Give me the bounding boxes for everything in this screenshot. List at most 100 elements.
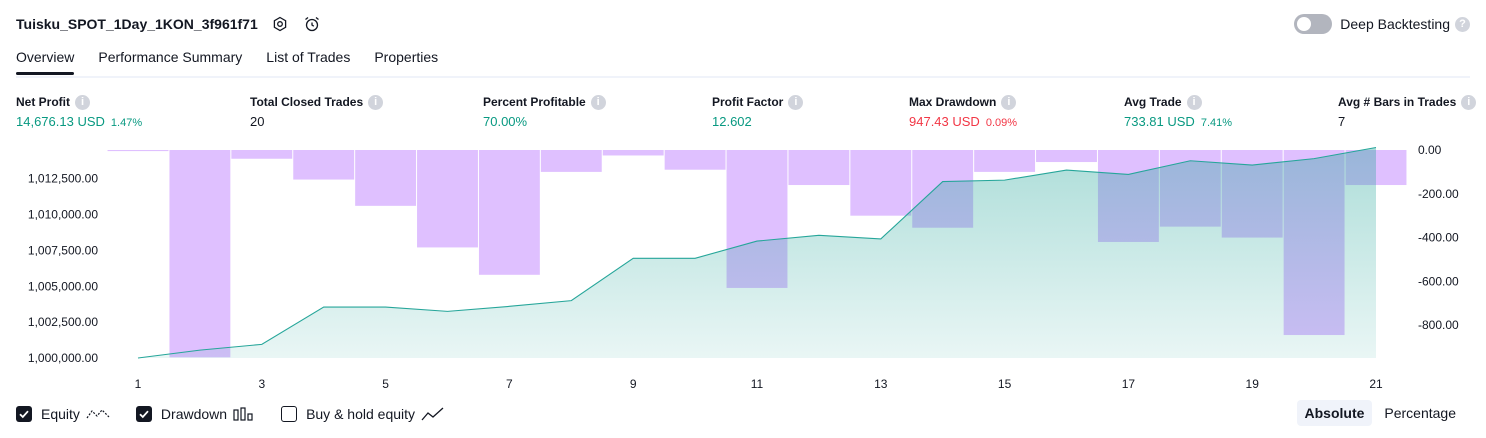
metric-label: Avg Trade xyxy=(1124,95,1182,109)
legend-label: Equity xyxy=(41,406,80,422)
drawdown-bar xyxy=(417,150,478,248)
deep-backtesting: Deep Backtesting ? xyxy=(1294,12,1470,36)
tab-list-of-trades[interactable]: List of Trades xyxy=(266,49,351,65)
x-axis-tick-label: 19 xyxy=(1246,377,1260,391)
legend-buy-hold[interactable]: Buy & hold equity xyxy=(281,406,445,422)
drawdown-bar xyxy=(850,150,912,216)
x-axis-tick-label: 5 xyxy=(382,377,389,391)
report-tabs: Overview Performance Summary List of Tra… xyxy=(16,46,1470,78)
drawdown-bar xyxy=(169,150,231,358)
metric-avg-trade: Avg Trade i 733.81 USD 7.41% xyxy=(1124,94,1232,129)
right-axis-tick-label: 0.00 xyxy=(1418,143,1442,157)
drawdown-bar xyxy=(788,150,850,186)
right-axis-tick-label: -800.00 xyxy=(1418,318,1459,332)
x-axis-tick-label: 17 xyxy=(1122,377,1136,391)
info-icon[interactable]: i xyxy=(75,94,90,110)
left-axis-tick-label: 1,010,000.00 xyxy=(28,208,98,222)
chart-legend: Equity Drawdown Buy & hold equity xyxy=(16,403,471,425)
percentage-button[interactable]: Percentage xyxy=(1384,405,1456,421)
left-axis-tick-label: 1,005,000.00 xyxy=(28,279,98,293)
equity-series xyxy=(137,146,1377,359)
buy-hold-checkbox[interactable] xyxy=(281,406,298,422)
info-icon[interactable]: i xyxy=(590,94,606,110)
equity-line xyxy=(137,146,1377,359)
drawdown-bar xyxy=(1036,150,1097,163)
equity-drawdown-chart: 1,000,000.00 1,002,500.00 1,005,000.00 1,00… xyxy=(28,143,1459,391)
strategy-header: Tuisku_SPOT_1Day_1KON_3f961f71 xyxy=(16,12,322,36)
left-axis-tick-label: 1,007,500.00 xyxy=(28,243,98,257)
info-icon[interactable]: i xyxy=(788,94,804,110)
info-icon[interactable]: i xyxy=(1461,94,1477,110)
deep-backtesting-toggle[interactable] xyxy=(1294,14,1333,34)
drawdown-bar xyxy=(107,150,169,152)
metric-value: 947.43 USD xyxy=(909,114,980,129)
metric-avg-bars-in-trades: Avg # Bars in Trades i 7 xyxy=(1338,94,1477,129)
metric-label: Avg # Bars in Trades xyxy=(1338,95,1457,109)
drawdown-bars-icon xyxy=(233,406,255,422)
left-axis-tick-label: 1,012,500.00 xyxy=(28,172,98,186)
equity-line-icon xyxy=(86,406,110,422)
x-axis-tick-label: 13 xyxy=(874,377,888,391)
metric-label: Net Profit xyxy=(16,95,70,109)
x-axis-tick-label: 11 xyxy=(751,377,764,391)
metric-percent: 1.47% xyxy=(110,117,143,129)
info-icon[interactable]: i xyxy=(368,94,384,110)
absolute-button[interactable]: Absolute xyxy=(1296,400,1373,426)
tab-overview[interactable]: Overview xyxy=(16,46,75,75)
equity-area xyxy=(138,147,1376,358)
right-axis-tick-label: -200.00 xyxy=(1418,187,1459,201)
strategy-name: Tuisku_SPOT_1Day_1KON_3f961f71 xyxy=(16,16,258,32)
x-axis: 1 3 5 7 9 11 13 15 17 19 21 xyxy=(135,377,1383,391)
drawdown-checkbox[interactable] xyxy=(135,406,152,422)
equity-checkbox[interactable] xyxy=(16,406,32,422)
metric-percent: 0.09% xyxy=(985,117,1018,129)
gear-icon[interactable] xyxy=(270,14,290,34)
metric-value: 733.81 USD xyxy=(1124,114,1195,129)
x-axis-tick-label: 7 xyxy=(506,377,513,391)
x-axis-tick-label: 21 xyxy=(1369,377,1383,391)
drawdown-bar xyxy=(293,150,355,180)
tab-properties[interactable]: Properties xyxy=(374,49,439,65)
right-axis-tick-label: -600.00 xyxy=(1418,274,1459,288)
legend-label: Drawdown xyxy=(160,406,228,422)
question-icon[interactable]: ? xyxy=(1455,16,1470,32)
metric-max-drawdown: Max Drawdown i 947.43 USD 0.09% xyxy=(909,94,1017,129)
info-icon[interactable]: i xyxy=(1186,94,1202,110)
right-axis-tick-label: -400.00 xyxy=(1418,231,1459,245)
drawdown-bar xyxy=(231,150,293,159)
x-axis-tick-label: 1 xyxy=(135,377,142,391)
right-axis: 0.00 -200.00 -400.00 -600.00 -800.00 xyxy=(1418,143,1459,332)
legend-drawdown[interactable]: Drawdown xyxy=(135,406,255,422)
metric-label: Max Drawdown xyxy=(909,95,997,109)
left-axis-tick-label: 1,002,500.00 xyxy=(28,315,98,329)
metric-percent: 7.41% xyxy=(1200,117,1233,129)
metric-percent-profitable: Percent Profitable i 70.00% xyxy=(483,94,606,129)
drawdown-bar xyxy=(478,150,540,275)
drawdown-bar xyxy=(540,150,602,172)
x-axis-tick-label: 3 xyxy=(258,377,265,391)
legend-equity[interactable]: Equity xyxy=(16,406,110,422)
left-axis: 1,000,000.00 1,002,500.00 1,005,000.00 1,00… xyxy=(28,172,98,365)
info-icon[interactable]: i xyxy=(1001,94,1017,110)
drawdown-bar xyxy=(664,150,726,170)
metric-label: Total Closed Trades xyxy=(250,95,364,109)
deep-backtesting-label: Deep Backtesting xyxy=(1340,16,1450,32)
legend-label: Buy & hold equity xyxy=(306,406,416,422)
drawdown-bar xyxy=(355,150,417,206)
add-alert-clock-icon[interactable] xyxy=(302,14,322,34)
x-axis-tick-label: 15 xyxy=(998,377,1012,391)
tab-performance-summary[interactable]: Performance Summary xyxy=(98,49,243,65)
metric-value: 14,676.13 USD xyxy=(16,114,105,129)
drawdown-bar xyxy=(602,150,664,156)
metric-value: 12.602 xyxy=(712,114,752,129)
metric-net-profit: Net Profit i 14,676.13 USD 1.47% xyxy=(16,94,142,129)
left-axis-tick-label: 1,000,000.00 xyxy=(28,351,98,365)
x-axis-tick-label: 9 xyxy=(630,377,637,391)
metric-value: 70.00% xyxy=(483,114,528,129)
metric-value: 7 xyxy=(1338,114,1346,129)
metric-label: Profit Factor xyxy=(712,95,784,109)
metric-total-closed-trades: Total Closed Trades i 20 xyxy=(250,94,384,129)
metric-profit-factor: Profit Factor i 12.602 xyxy=(712,94,804,129)
metric-value: 20 xyxy=(250,114,265,129)
buy-hold-line-icon xyxy=(421,406,445,422)
